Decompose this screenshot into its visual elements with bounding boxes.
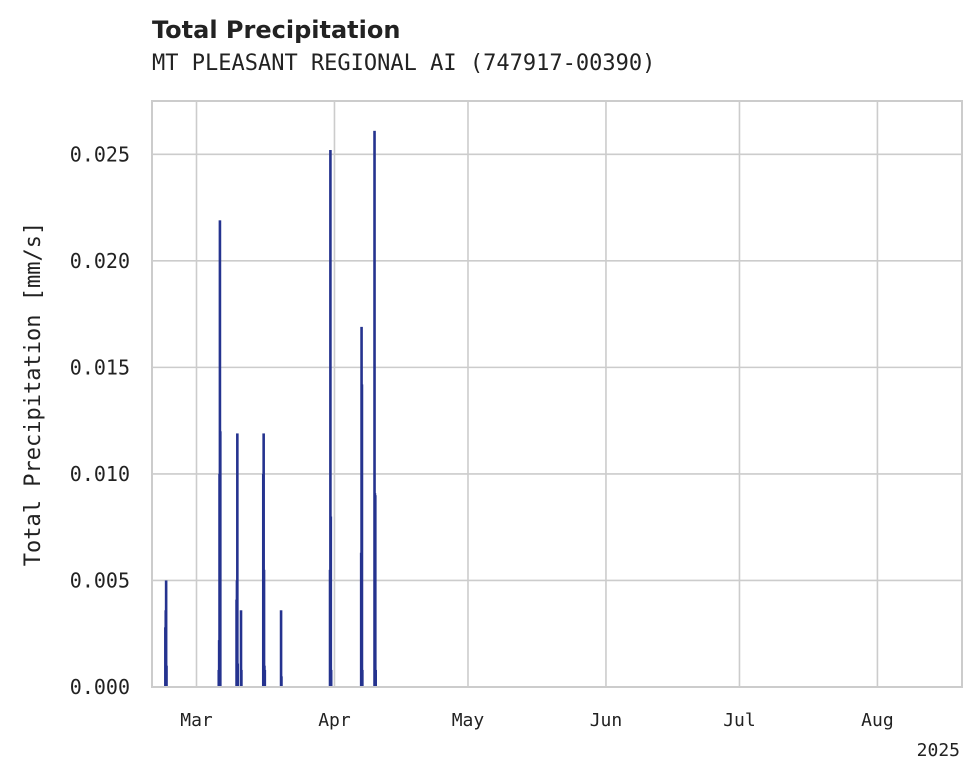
precip-bar <box>262 569 266 687</box>
precip-bar <box>164 580 168 687</box>
y-tick-label: 0.000 <box>70 675 130 699</box>
y-tick-label: 0.025 <box>70 142 130 166</box>
precip-bar <box>329 150 332 687</box>
chart-subtitle: MT PLEASANT REGIONAL AI (747917-00390) <box>152 51 656 76</box>
y-tick-label: 0.005 <box>70 568 130 592</box>
precip-bar <box>279 610 283 687</box>
y-tick-label: 0.020 <box>70 249 130 273</box>
y-tick-label: 0.015 <box>70 355 130 379</box>
y-tick-label: 0.010 <box>70 462 130 486</box>
y-axis-label: Total Precipitation [mm/s] <box>21 222 46 566</box>
x-tick-label: May <box>452 710 485 731</box>
x-tick-label: Mar <box>180 710 213 731</box>
precip-bar <box>165 665 168 687</box>
precip-bar <box>374 669 377 687</box>
plot-frame <box>151 100 963 688</box>
precip-bar <box>374 495 377 687</box>
bars <box>164 130 377 687</box>
precip-bar <box>236 663 240 687</box>
x-axis-year-label: 2025 <box>917 740 960 761</box>
x-tick-label: Apr <box>318 710 351 731</box>
precip-bar <box>262 433 265 687</box>
precip-bar <box>240 669 243 687</box>
x-tick-label: Jun <box>590 710 623 731</box>
chart-title: Total Precipitation <box>152 16 401 44</box>
y-axis-ticks: 0.000 0.005 0.010 0.015 0.020 0.025 <box>70 142 130 699</box>
x-tick-label: Aug <box>861 710 894 731</box>
grid-lines <box>152 101 962 688</box>
precip-bar <box>329 669 333 687</box>
precip-bar <box>373 130 376 687</box>
precip-bar <box>361 669 364 687</box>
precip-bar <box>360 384 364 687</box>
x-axis-ticks: Mar Apr May Jun Jul Aug <box>180 710 893 731</box>
precip-bar <box>239 610 243 687</box>
precip-bar <box>263 669 267 687</box>
precip-bar <box>280 676 283 687</box>
precip-bar <box>329 516 333 687</box>
x-tick-label: Jul <box>723 710 756 731</box>
precip-bar <box>219 431 222 687</box>
precip-bar <box>236 433 239 687</box>
